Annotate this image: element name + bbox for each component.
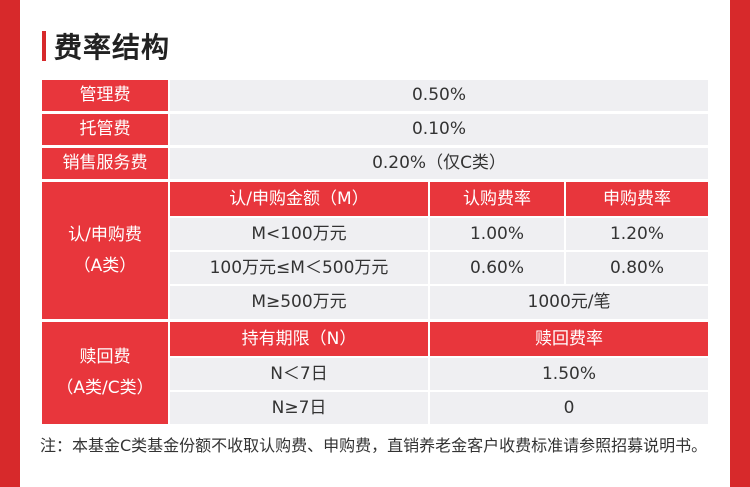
redemption-tier1-rate: 1.50% (430, 358, 708, 390)
tier2-subscribe-rate: 0.60% (430, 252, 564, 284)
tier3-amount: M≥500万元 (170, 286, 428, 319)
title-accent-bar (42, 31, 46, 61)
subscription-label-line2: （A类） (73, 255, 137, 276)
redemption-tier2-period: N≥7日 (170, 392, 428, 424)
redemption-fee-label: 赎回费 （A类/C类） (42, 322, 168, 424)
tier2-purchase-rate: 0.80% (566, 252, 708, 284)
period-header: 持有期限（N） (170, 322, 428, 356)
redemption-label-line1: 赎回费 (79, 347, 131, 368)
subscription-label-line1: 认/申购费 (68, 224, 142, 245)
management-fee-value: 0.50% (170, 80, 708, 111)
section-header: 费率结构 (42, 26, 170, 66)
tier2-amount: 100万元≤M＜500万元 (170, 252, 428, 284)
tier1-purchase-rate: 1.20% (566, 218, 708, 250)
redemption-rate-header: 赎回费率 (430, 322, 708, 356)
sales-fee-label: 销售服务费 (42, 148, 168, 179)
purchase-rate-header: 申购费率 (566, 182, 708, 216)
sales-fee-value: 0.20%（仅C类） (170, 148, 708, 179)
subscription-fee-label: 认/申购费 （A类） (42, 182, 168, 319)
custody-fee-label: 托管费 (42, 114, 168, 145)
redemption-tier1-period: N＜7日 (170, 358, 428, 390)
section-title: 费率结构 (54, 31, 171, 64)
redemption-tier2-rate: 0 (430, 392, 708, 424)
fee-card: 费率结构 管理费 0.50% 托管费 0.10% 销售服务费 0.20%（仅C类… (20, 0, 730, 487)
tier3-fee: 1000元/笔 (430, 286, 708, 319)
redemption-label-line2: （A类/C类） (56, 378, 154, 398)
tier1-subscribe-rate: 1.00% (430, 218, 564, 250)
custody-fee-value: 0.10% (170, 114, 708, 145)
management-fee-label: 管理费 (42, 80, 168, 111)
footnote: 注：本基金C类基金份额不收取认购费、申购费，直销养老金客户收费标准请参照招募说明… (40, 436, 708, 455)
tier1-amount: M<100万元 (170, 218, 428, 250)
amount-header: 认/申购金额（M） (170, 182, 428, 216)
subscribe-rate-header: 认购费率 (430, 182, 564, 216)
